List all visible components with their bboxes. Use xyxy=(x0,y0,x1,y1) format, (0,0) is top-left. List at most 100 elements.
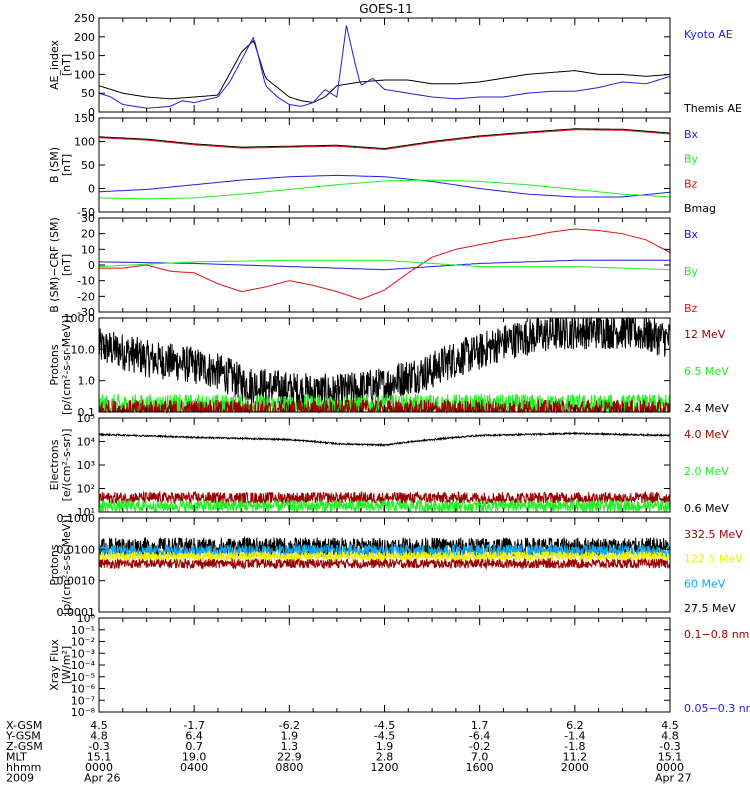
legend-db-1: By xyxy=(684,265,699,278)
legend-p1-2: 2.4 MeV xyxy=(684,402,729,415)
series-p2-2 xyxy=(98,550,671,563)
ephem-cell: -4.5 xyxy=(374,719,395,732)
legend-db-0: Bx xyxy=(684,228,699,241)
ephem-cell: 0.7 xyxy=(185,740,203,753)
ephem-row-label: MLT xyxy=(6,751,27,764)
ephem-cell: -4.5 xyxy=(374,730,395,743)
ephem-cell: Apr 26 xyxy=(84,772,121,785)
ephem-cell: 2.8 xyxy=(376,751,394,764)
ephem-cell: 4.5 xyxy=(661,719,679,732)
ytick-label: 10⁻⁸ xyxy=(71,706,96,719)
ylabel-p1: Protons[p/(cm²-s-sr-MeV)] xyxy=(48,315,73,415)
ylabel-el: Electrons[e/(cm²-s-sr)] xyxy=(48,429,73,502)
panel-db: -30 -20 -10 0 10 20 30 B (SM)−CRF (SM)[nT] Bx By B… xyxy=(48,212,699,319)
ytick-label: -10 xyxy=(77,275,95,288)
ephem-cell: -6.2 xyxy=(279,719,300,732)
ytick-label: 0 xyxy=(88,106,95,119)
ytick-label: 30 xyxy=(81,212,95,225)
ytick-label: 10⁵ xyxy=(77,412,95,425)
panel-el: 10¹ 10² 10³ 10⁴ 10⁵ Electrons[e/(cm²-s-sr)] 4.… xyxy=(48,412,729,519)
ephem-row-label: Z-GSM xyxy=(6,740,43,753)
ytick-label: 0.0010 xyxy=(57,575,96,588)
ytick-label: 0 xyxy=(88,259,95,272)
ylabel-ae: AE_index[nT] xyxy=(48,39,73,90)
panel-p2: 0.0001 0.0010 0.0100 0.1000Protons[p/(cm²-s… xyxy=(48,512,743,619)
ytick-label: 0 xyxy=(88,183,95,196)
ytick-label: 50 xyxy=(81,87,95,100)
ytick-label: 0.1 xyxy=(78,406,96,419)
legend-db-2: Bz xyxy=(684,302,698,315)
ephem-cell: -6.4 xyxy=(469,730,490,743)
series-db-1 xyxy=(99,259,670,271)
legend-ae-1: Themis AE xyxy=(683,102,742,115)
ytick-label: 10⁻⁷ xyxy=(71,694,95,707)
legend-el-1: 2.0 MeV xyxy=(684,465,729,478)
ytick-label: 0.0001 xyxy=(57,606,96,619)
ephem-cell: 7.0 xyxy=(471,751,489,764)
ephem-cell: -0.3 xyxy=(659,740,680,753)
legend-p1-0: 12 MeV xyxy=(684,328,726,341)
series-b-3 xyxy=(99,179,671,200)
ytick-label: 100 xyxy=(74,68,95,81)
ytick-label: 10³ xyxy=(77,459,95,472)
panel-p1: 0.1 1.0 10.0 100.0Protons[p/(cm²-s-sr-MeV)]… xyxy=(48,312,729,419)
ephem-cell: 1.3 xyxy=(281,740,299,753)
ytick-label: -50 xyxy=(77,206,95,219)
ytick-label: 10⁻¹ xyxy=(71,624,95,637)
ephem-row-label: 2009 xyxy=(6,772,34,785)
ylabel-p2: Protons[p/(cm²-s-sr-MeV)] xyxy=(48,515,73,615)
legend-p1-1: 6.5 MeV xyxy=(684,365,729,378)
ephem-cell: 0000 xyxy=(85,761,113,774)
series-ae-0 xyxy=(98,40,671,103)
ephem-cell: 0400 xyxy=(180,761,208,774)
ephem-cell: 6.2 xyxy=(566,719,584,732)
ytick-label: 0.1000 xyxy=(57,512,96,525)
ytick-label: 10⁴ xyxy=(77,436,96,449)
series-p2-0 xyxy=(98,536,671,558)
ephem-cell: -1.7 xyxy=(183,719,204,732)
ytick-label: 0.0100 xyxy=(57,543,96,556)
ytick-label: 100.0 xyxy=(64,312,96,325)
ephem-cell: -0.3 xyxy=(88,740,109,753)
ytick-label: 10² xyxy=(77,483,95,496)
ytick-label: 10.0 xyxy=(71,343,96,356)
ephem-row-label: X-GSM xyxy=(6,719,42,732)
ephem-cell: 0800 xyxy=(275,761,303,774)
ephem-row-label: hhmm xyxy=(6,761,41,774)
ytick-label: 150 xyxy=(74,112,95,125)
legend-p2-3: 27.5 MeV xyxy=(684,602,736,615)
ytick-label: 10⁻⁵ xyxy=(71,671,95,684)
ephem-cell: 6.4 xyxy=(185,730,203,743)
legend-el-2: 0.6 MeV xyxy=(684,502,729,515)
ephem-cell: 1.9 xyxy=(281,730,299,743)
legend-p2-1: 122.5 MeV xyxy=(684,553,743,566)
legend-b-2: Bz xyxy=(684,177,698,190)
ytick-label: 200 xyxy=(74,31,95,44)
panel-b: -50 0 50 100 150 B (SM)[nT] Bx By Bz Bmag xyxy=(48,112,716,219)
series-el-0 xyxy=(98,431,671,448)
ephem-cell: 1600 xyxy=(466,761,494,774)
plot-title: GOES-11 xyxy=(359,2,413,16)
legend-p2-2: 60 MeV xyxy=(684,577,726,590)
legend-xr-1: 0.05−0.3 nm xyxy=(684,702,750,715)
ephem-cell: 1.7 xyxy=(471,719,489,732)
ephem-cell: 4.8 xyxy=(90,730,108,743)
ephem-cell: 1200 xyxy=(371,761,399,774)
ephem-cell: 4.8 xyxy=(661,730,679,743)
panel-frame xyxy=(98,617,671,713)
ytick-label: -30 xyxy=(77,306,95,319)
panel-ae: 0 50 100 150 200 250 AE_index[nT] Kyoto AE Themi… xyxy=(48,12,742,119)
ephem-cell: 2000 xyxy=(561,761,589,774)
legend-b-0: Bx xyxy=(684,128,699,141)
ephem-cell: 22.9 xyxy=(277,751,302,764)
ytick-label: 1.0 xyxy=(78,375,96,388)
series-db-2 xyxy=(98,259,671,271)
ylabel-db: B (SM)−CRF (SM)[nT] xyxy=(48,217,73,313)
ytick-label: 10⁰ xyxy=(77,612,96,625)
ephem-cell: 11.2 xyxy=(563,751,588,764)
series-b-1 xyxy=(98,129,671,151)
ytick-label: 150 xyxy=(74,50,95,63)
ytick-label: -20 xyxy=(77,290,95,303)
